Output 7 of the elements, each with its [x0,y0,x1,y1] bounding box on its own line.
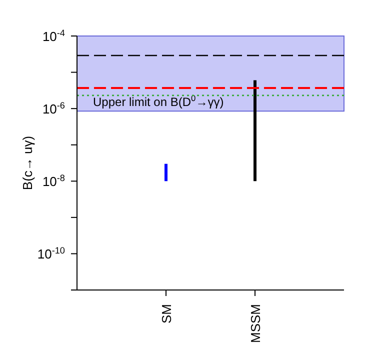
y-tick-label: 10$^{-8}$ [42,173,65,190]
x-tick-label: SM [159,304,174,324]
y-tick-label: 10$^{-4}$ [42,28,65,44]
y-tick-label: 10$^{-10}$ [37,246,65,262]
y-axis-title: B(c→ uγ) [20,136,35,190]
y-tick-label: 10$^{-6}$ [42,100,65,117]
x-tick-label: MSSM [248,304,263,343]
